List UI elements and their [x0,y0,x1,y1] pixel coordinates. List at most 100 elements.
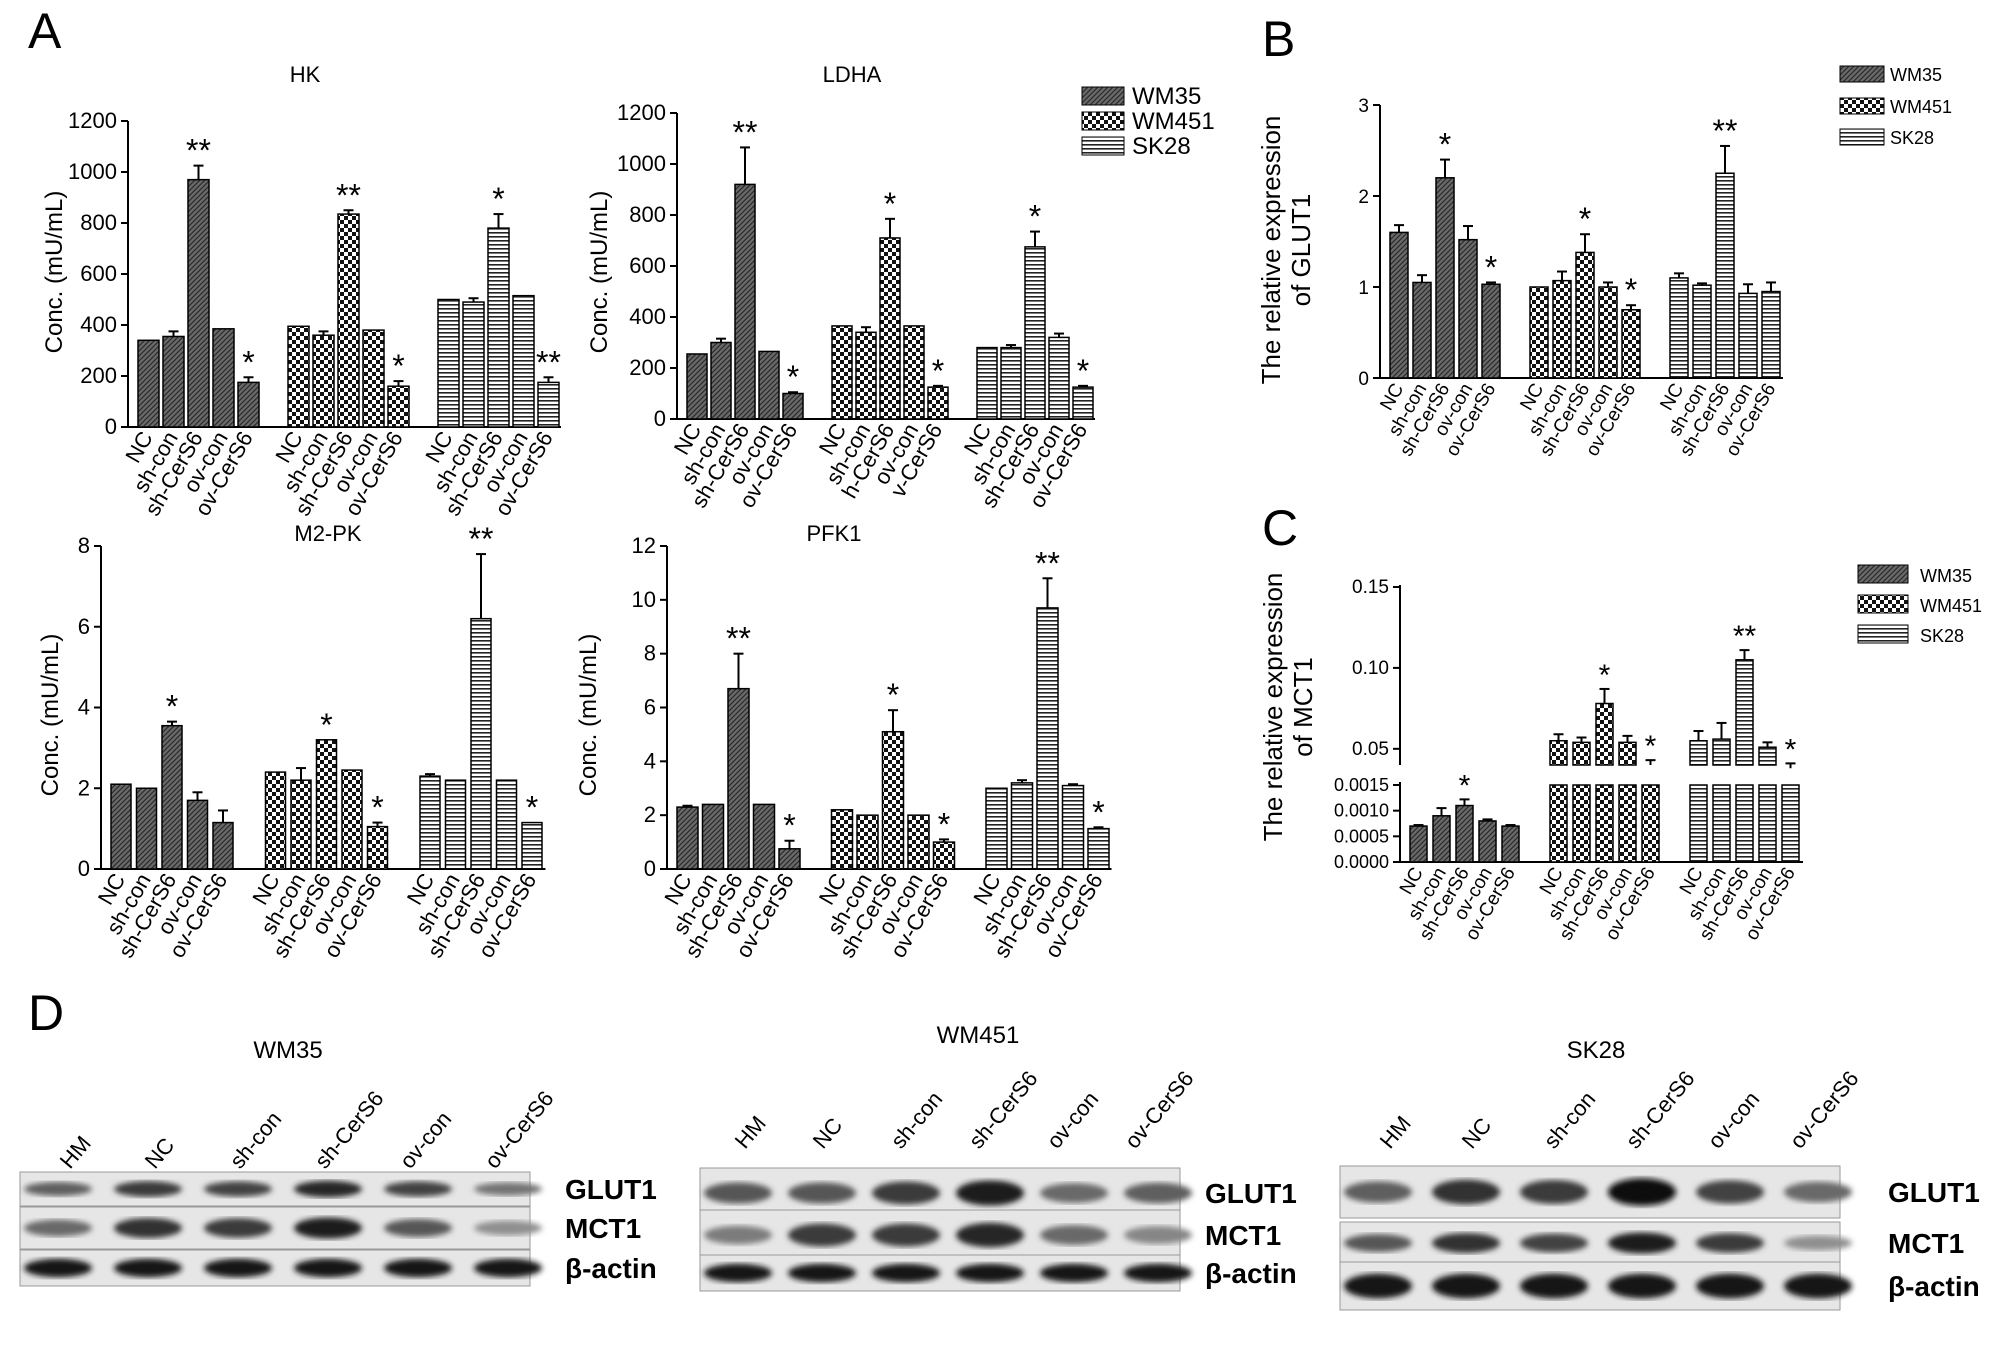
bar [1761,290,1781,379]
panel-letter-d: D [28,985,64,1041]
significance-marker: * [1077,353,1089,389]
blot-band [1344,1234,1412,1252]
lane-label: sh-CerS6 [964,1066,1043,1153]
bar-lower-segment [1595,784,1614,863]
bar [676,806,699,870]
blot-band [1520,1179,1588,1205]
blot-band [704,1225,772,1245]
significance-marker: * [392,348,404,384]
bar [1712,738,1731,766]
panel-letter-b: B [1262,11,1295,67]
lane-label: ov-con [1042,1087,1104,1154]
blot-row-label: MCT1 [1888,1228,1964,1259]
significance-marker: ** [536,344,561,380]
legend-swatch-wm451 [1857,594,1909,614]
significance-marker: * [783,808,795,844]
blot-band [114,1181,182,1197]
bar [1618,741,1637,766]
bar [1575,251,1595,379]
bar-lower-segment [1735,784,1754,863]
bar [1621,309,1641,379]
lane-label: HM [730,1111,771,1153]
bar [758,350,780,420]
y-tick-label: 8 [78,533,90,558]
y-axis-label: Conc. (mU/mL) [575,634,602,797]
y-tick-label: 0 [644,856,656,881]
bar [1552,279,1572,379]
bar [1036,607,1059,870]
bar [1061,784,1085,870]
lane-label: NC [140,1133,180,1173]
y-tick-label: 0.15 [1352,577,1389,598]
bar [907,814,930,870]
bar [470,617,492,870]
blot-band [1124,1226,1192,1244]
blot-row-label: GLUT1 [565,1174,657,1205]
lane-label: HM [1375,1111,1416,1153]
blot-row-label: MCT1 [565,1213,641,1244]
bar [437,298,460,428]
blot-strip [19,1249,531,1287]
bar [1389,231,1409,379]
blot-strip [1339,1261,1841,1311]
bar [444,779,467,870]
bar [1669,277,1689,379]
legend-swatch-wm451 [1839,97,1885,115]
significance-marker: * [787,359,799,395]
bar [1715,172,1735,379]
bar [1458,238,1478,379]
bar [366,825,389,870]
blot-band [1608,1273,1676,1299]
bar [927,386,949,420]
chart-title: PFK1 [806,521,861,546]
blot-wm35: WM35 HM NC sh-con sh-CerS6 ov-con ov-CerS6GLUT… [19,1037,657,1287]
blot-band [1520,1273,1588,1299]
bar [1478,820,1497,863]
legend-label-wm451: WM451 [1132,108,1215,135]
blot-band [1040,1263,1108,1283]
bar [782,392,804,420]
blot-band [204,1181,272,1197]
blot-band [474,1258,542,1278]
significance-marker: * [166,689,178,725]
y-tick-label: 1 [1358,278,1369,299]
y-tick-label: 800 [80,210,117,235]
y-tick-label: 1200 [617,100,666,125]
blot-band [24,1182,92,1196]
lane-label: sh-CerS6 [310,1086,389,1173]
lane-label: NC [808,1113,848,1153]
bar [985,787,1008,870]
bar [830,809,854,870]
bar [1692,284,1712,379]
blot-band [24,1219,92,1237]
lane-label: NC [1457,1113,1497,1153]
legend-label-wm35: WM35 [1920,566,1972,586]
blot-band [1696,1180,1764,1204]
blot-band [204,1258,272,1278]
y-tick-label: 0.0010 [1334,801,1389,821]
bar [1024,246,1046,420]
significance-marker: * [884,186,896,222]
bar [879,237,901,420]
legend-swatch-wm35 [1839,65,1885,83]
y-tick-label: 2 [1358,187,1369,208]
blot-row-label: GLUT1 [1888,1177,1980,1208]
bar [419,775,441,870]
y-tick-label: 0.0015 [1334,775,1389,795]
bar [462,301,485,428]
y-tick-label: 200 [80,363,117,388]
significance-marker: * [1599,659,1611,692]
blot-band [1344,1273,1412,1299]
bar [1000,346,1022,420]
significance-marker: * [938,806,950,842]
y-axis-label: The relative expression [1258,573,1288,842]
legend-panel-b: WM35 WM451 SK28 [1839,65,1952,148]
y-axis-label: Conc. (mU/mL) [41,191,68,354]
chart-title: M2-PK [294,521,362,546]
significance-marker: ** [733,114,758,150]
bar [162,335,185,428]
bar [1501,825,1520,863]
y-axis-label: of GLUT1 [1286,194,1316,307]
